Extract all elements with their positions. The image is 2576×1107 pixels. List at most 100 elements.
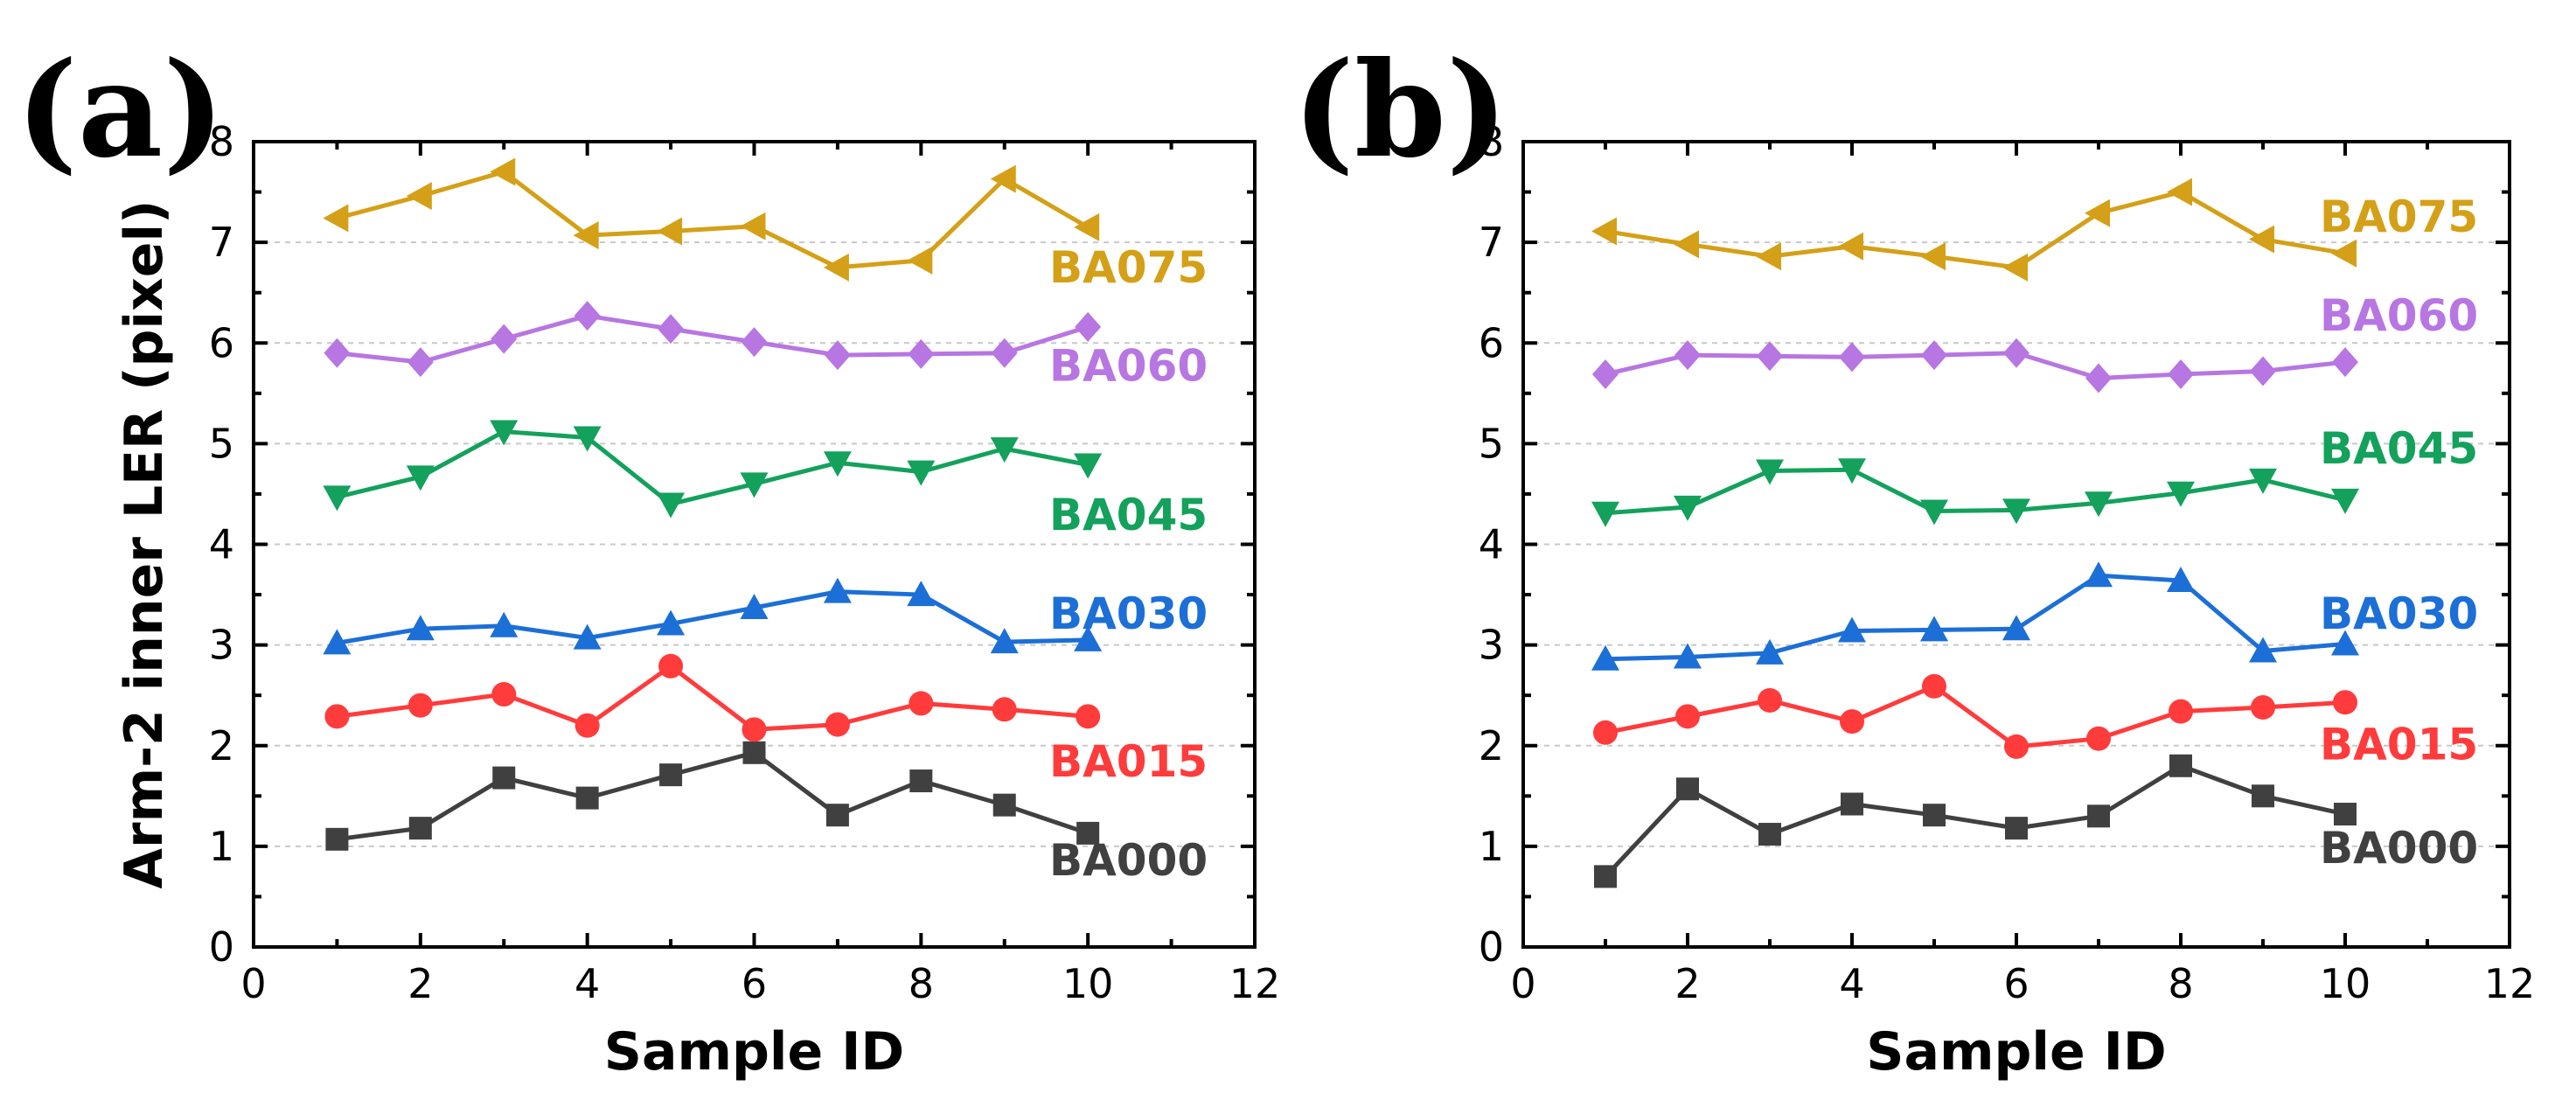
data-point <box>657 217 683 246</box>
panel-label: (b) <box>1292 33 1508 187</box>
data-point <box>2167 566 2195 592</box>
x-tick-label: 0 <box>1510 960 1535 1007</box>
y-tick-label: 5 <box>209 420 234 467</box>
data-point <box>2331 488 2359 514</box>
data-point <box>1076 821 1100 845</box>
data-point <box>741 717 767 742</box>
data-point <box>2169 754 2192 777</box>
x-tick-label: 12 <box>2484 960 2536 1007</box>
series-ba015: BA015 <box>1593 673 2478 769</box>
data-point <box>2085 198 2110 227</box>
y-tick-label: 2 <box>209 722 234 769</box>
data-point <box>1838 616 1866 643</box>
data-point <box>2249 468 2277 494</box>
data-point <box>823 451 852 477</box>
data-point <box>1756 638 1784 665</box>
data-point <box>406 465 435 491</box>
data-point <box>990 164 1016 193</box>
data-point <box>574 713 600 738</box>
data-point <box>2333 690 2357 715</box>
data-point <box>492 766 516 790</box>
data-point <box>406 615 435 641</box>
data-point <box>1923 804 1946 827</box>
y-tick-label: 4 <box>209 521 234 568</box>
data-point <box>907 460 936 486</box>
data-point <box>658 314 685 345</box>
y-tick-label: 7 <box>1479 219 1504 266</box>
data-point <box>741 327 768 358</box>
series-ba030: BA030 <box>1591 561 2478 671</box>
series-line <box>336 429 1089 506</box>
data-point <box>1756 242 1781 271</box>
x-tick-label: 10 <box>2320 960 2371 1007</box>
data-point <box>2249 225 2274 254</box>
data-point <box>1841 792 1863 816</box>
series-line <box>336 170 1090 270</box>
series-line <box>337 313 1089 365</box>
y-tick-label: 8 <box>209 118 234 165</box>
data-point <box>1920 616 1948 642</box>
y-tick-label: 5 <box>1479 420 1504 467</box>
data-point <box>992 697 1017 722</box>
data-point <box>1758 823 1781 846</box>
data-point <box>907 246 933 275</box>
data-point <box>908 338 935 369</box>
series-line <box>337 589 1089 645</box>
data-point <box>1591 644 1619 671</box>
series-line <box>1605 684 2346 749</box>
y-tick-label: 7 <box>209 219 234 266</box>
data-point <box>823 577 852 603</box>
series-label: BA060 <box>2320 290 2478 341</box>
y-tick-label: 6 <box>1479 319 1504 366</box>
data-point <box>657 492 686 519</box>
series-label: BA045 <box>1049 490 1208 540</box>
data-point <box>574 301 601 331</box>
y-tick-label: 3 <box>1479 622 1504 669</box>
data-point <box>2087 804 2110 828</box>
panel-label: (a) <box>16 33 225 187</box>
y-tick-label: 3 <box>209 622 234 669</box>
series-label: BA060 <box>1049 341 1208 392</box>
series-label: BA075 <box>1049 242 1208 293</box>
data-point <box>2169 699 2193 724</box>
data-point <box>2005 817 2028 840</box>
data-point <box>658 653 684 679</box>
series-ba060: BA060 <box>324 301 1208 392</box>
data-point <box>2002 498 2030 525</box>
y-tick-label: 2 <box>1479 722 1504 769</box>
data-point <box>1921 340 1947 371</box>
data-point <box>1839 342 1865 372</box>
data-point <box>324 704 350 729</box>
x-axis: 0 2 4 6 8 10 12 <box>240 142 1280 1007</box>
data-point <box>1674 643 1702 669</box>
series-ba075: BA075 <box>323 157 1208 293</box>
data-point <box>2168 359 2194 389</box>
data-point <box>1920 242 1946 271</box>
data-point <box>2250 356 2276 386</box>
data-point <box>1074 625 1103 651</box>
y-tick-label: 0 <box>209 923 234 971</box>
data-point <box>324 338 351 368</box>
series-line <box>337 750 1089 842</box>
data-point <box>2002 253 2028 282</box>
data-point <box>1591 501 1619 527</box>
x-tick-label: 2 <box>1674 960 1700 1007</box>
data-point <box>2167 178 2192 206</box>
x-tick-label: 4 <box>1839 960 1864 1007</box>
data-point <box>1840 709 1864 735</box>
data-point <box>1074 212 1100 241</box>
y-tick-label: 1 <box>209 823 234 870</box>
x-tick-label: 12 <box>1229 960 1281 1007</box>
data-point <box>573 426 602 452</box>
data-point <box>323 629 352 655</box>
data-point <box>823 253 849 282</box>
series-label: BA015 <box>1049 736 1208 787</box>
series-ba030: BA030 <box>323 577 1208 655</box>
data-point <box>573 221 599 250</box>
data-point <box>407 693 433 718</box>
data-point <box>573 623 602 650</box>
data-point <box>2331 630 2359 656</box>
x-tick-label: 6 <box>741 960 767 1007</box>
data-point <box>1592 359 1619 389</box>
